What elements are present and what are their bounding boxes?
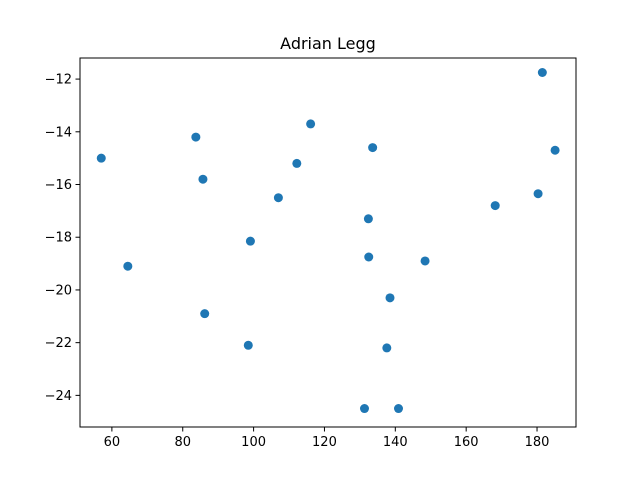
x-tick-label: 160	[454, 435, 479, 450]
axes-frame	[79, 57, 577, 428]
data-point	[382, 343, 392, 353]
data-point	[490, 201, 500, 211]
data-point	[550, 145, 560, 155]
data-point	[420, 256, 430, 266]
y-axis: −24 −22 −20 −18 −16 −14 −12	[45, 73, 80, 404]
data-point	[394, 404, 403, 414]
data-point	[292, 158, 302, 168]
data-point	[385, 293, 395, 303]
data-point	[273, 193, 283, 203]
data-point	[191, 132, 201, 142]
y-tick-label: −20	[45, 283, 72, 298]
data-point	[359, 404, 369, 414]
data-point	[200, 309, 210, 319]
x-tick-label: 120	[312, 435, 337, 450]
x-tick-label: 100	[241, 435, 266, 450]
points-layer	[96, 68, 560, 414]
data-point	[363, 214, 373, 224]
data-point	[537, 68, 547, 77]
y-tick-label: −12	[45, 73, 72, 88]
data-point	[96, 153, 106, 163]
data-point	[368, 143, 378, 153]
data-point	[364, 252, 374, 262]
data-point	[198, 174, 208, 184]
data-point	[123, 261, 133, 271]
x-tick-label: 140	[383, 435, 408, 450]
x-axis: 60 80 100 120 140 160 180	[104, 427, 550, 450]
data-point	[243, 340, 253, 350]
y-tick-label: −14	[45, 125, 72, 140]
y-tick-label: −16	[45, 178, 72, 193]
chart-title: Adrian Legg	[280, 34, 376, 53]
y-tick-label: −22	[45, 336, 72, 351]
y-tick-label: −24	[45, 389, 72, 404]
x-tick-label: 60	[104, 435, 121, 450]
plot-area: 60 80 100 120 140 160 180 −24 −22 −20 −18 −16 −14 −1…	[45, 57, 577, 450]
x-tick-label: 80	[174, 435, 191, 450]
data-point	[306, 119, 316, 129]
data-point	[245, 236, 255, 246]
data-point	[533, 189, 543, 199]
y-tick-label: −18	[45, 231, 72, 246]
x-tick-label: 180	[525, 435, 550, 450]
